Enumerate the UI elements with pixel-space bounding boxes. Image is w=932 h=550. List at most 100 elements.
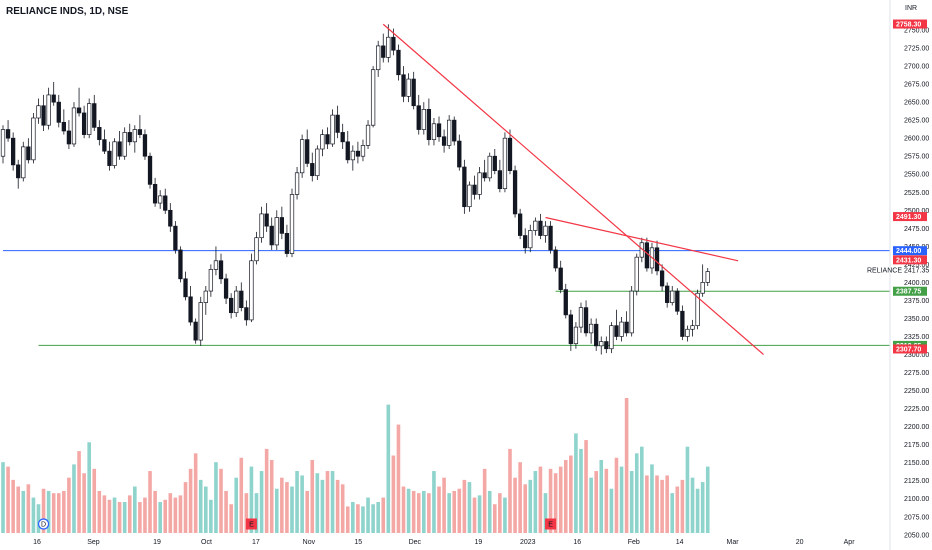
volume-bar bbox=[290, 486, 294, 533]
y-tick-label: 2750.00 bbox=[904, 28, 929, 35]
volume-bar bbox=[356, 504, 360, 533]
volume-bar bbox=[609, 488, 614, 533]
candle-body bbox=[330, 114, 335, 145]
volume-bar bbox=[533, 471, 538, 533]
candle-body bbox=[462, 166, 467, 208]
volume-bar bbox=[624, 398, 629, 533]
volume-bar bbox=[548, 468, 553, 533]
y-tick-label: 2425.00 bbox=[904, 262, 929, 269]
volume-bar bbox=[234, 477, 239, 533]
symbol-price: 2417.35 bbox=[904, 267, 929, 274]
volume-bar bbox=[391, 455, 396, 533]
candle-body bbox=[147, 155, 153, 185]
candle-body bbox=[512, 170, 518, 215]
volume-bar bbox=[700, 482, 705, 533]
volume-bar bbox=[117, 502, 122, 533]
volume-layer bbox=[1, 398, 710, 533]
volume-bar bbox=[584, 440, 588, 533]
candle-body bbox=[112, 141, 117, 166]
candle-body bbox=[274, 217, 279, 246]
candle-body bbox=[447, 119, 452, 146]
volume-bar bbox=[351, 502, 355, 533]
y-tick-label: 2525.00 bbox=[904, 190, 929, 197]
volume-bar bbox=[1, 462, 5, 533]
y-tick-label: 2300.00 bbox=[904, 352, 929, 359]
candle-body bbox=[127, 132, 132, 143]
volume-bar bbox=[310, 459, 315, 533]
volume-bar bbox=[143, 497, 147, 533]
candle-body bbox=[183, 278, 188, 298]
y-tick-label: 2100.00 bbox=[904, 496, 929, 503]
volume-bar bbox=[183, 482, 188, 533]
volume-bar bbox=[589, 477, 593, 533]
candle-body bbox=[178, 249, 183, 280]
volume-bar bbox=[705, 466, 710, 533]
volume-bar bbox=[335, 479, 340, 533]
candle-body bbox=[517, 213, 523, 236]
volume-bar bbox=[148, 471, 152, 533]
volume-bar bbox=[51, 493, 56, 533]
candle-body bbox=[81, 112, 87, 135]
volume-bar bbox=[274, 488, 279, 533]
candle-body bbox=[51, 94, 56, 103]
candle-body bbox=[563, 289, 568, 316]
y-tick-label: 2625.00 bbox=[904, 118, 929, 125]
volume-bar bbox=[487, 490, 492, 533]
candle-body bbox=[16, 164, 21, 179]
volume-bar bbox=[538, 466, 543, 533]
candle-body bbox=[609, 325, 614, 350]
volume-bar bbox=[655, 475, 659, 533]
volume-bar bbox=[640, 446, 644, 533]
y-tick-label: 2675.00 bbox=[904, 82, 929, 89]
candle-body bbox=[163, 195, 168, 211]
candle-body bbox=[76, 107, 82, 114]
x-axis[interactable]: 16 Sep 19 Oct 17 Nov 15 Dec 19 2023 16 Feb 14 Mar 20 Ap… bbox=[33, 539, 855, 546]
candle-body bbox=[700, 282, 705, 294]
candle-body bbox=[487, 155, 492, 179]
price-tag bbox=[893, 286, 927, 296]
y-tick-label: 2200.00 bbox=[904, 424, 929, 431]
x-tick-label: 20 bbox=[796, 539, 804, 546]
volume-bar bbox=[36, 504, 41, 533]
candle-body bbox=[578, 307, 584, 328]
candle-body bbox=[345, 141, 350, 161]
candle-body bbox=[122, 132, 127, 157]
candle-body bbox=[21, 146, 26, 179]
volume-bar bbox=[422, 490, 426, 533]
candle-body bbox=[92, 103, 97, 128]
trend-lines-layer[interactable] bbox=[382, 23, 764, 355]
candle-body bbox=[41, 105, 46, 126]
volume-bar bbox=[295, 471, 299, 533]
candle-body bbox=[284, 233, 290, 254]
candle-body bbox=[548, 225, 553, 251]
candle-body bbox=[381, 45, 386, 58]
candle-body bbox=[634, 256, 639, 292]
volume-bar bbox=[244, 493, 249, 533]
volume-bar bbox=[67, 477, 71, 533]
candle-body bbox=[36, 105, 41, 119]
candle-body bbox=[528, 230, 533, 249]
volume-bar bbox=[269, 459, 274, 533]
candle-body bbox=[644, 242, 650, 269]
x-tick-label: Dec bbox=[409, 539, 422, 546]
candle-body bbox=[452, 119, 457, 142]
volume-bar bbox=[330, 471, 335, 533]
candle-body bbox=[386, 36, 391, 58]
volume-bar bbox=[26, 484, 31, 533]
x-tick-label: Apr bbox=[844, 539, 856, 546]
candle-body bbox=[573, 326, 579, 345]
candle-body bbox=[401, 74, 406, 97]
candle-body bbox=[583, 307, 589, 334]
candle-body bbox=[553, 249, 558, 269]
volume-bar bbox=[599, 459, 604, 533]
volume-bar bbox=[401, 486, 406, 533]
price-tag bbox=[893, 344, 927, 354]
candle-body bbox=[654, 247, 660, 272]
volume-bar bbox=[614, 457, 619, 533]
candle-body bbox=[421, 108, 426, 130]
y-axis[interactable]: INR 2050.00 2075.00 2100.00 2125.00 2150.00 21… bbox=[889, 0, 929, 550]
candle-body bbox=[203, 290, 208, 303]
candle-body bbox=[117, 141, 122, 157]
